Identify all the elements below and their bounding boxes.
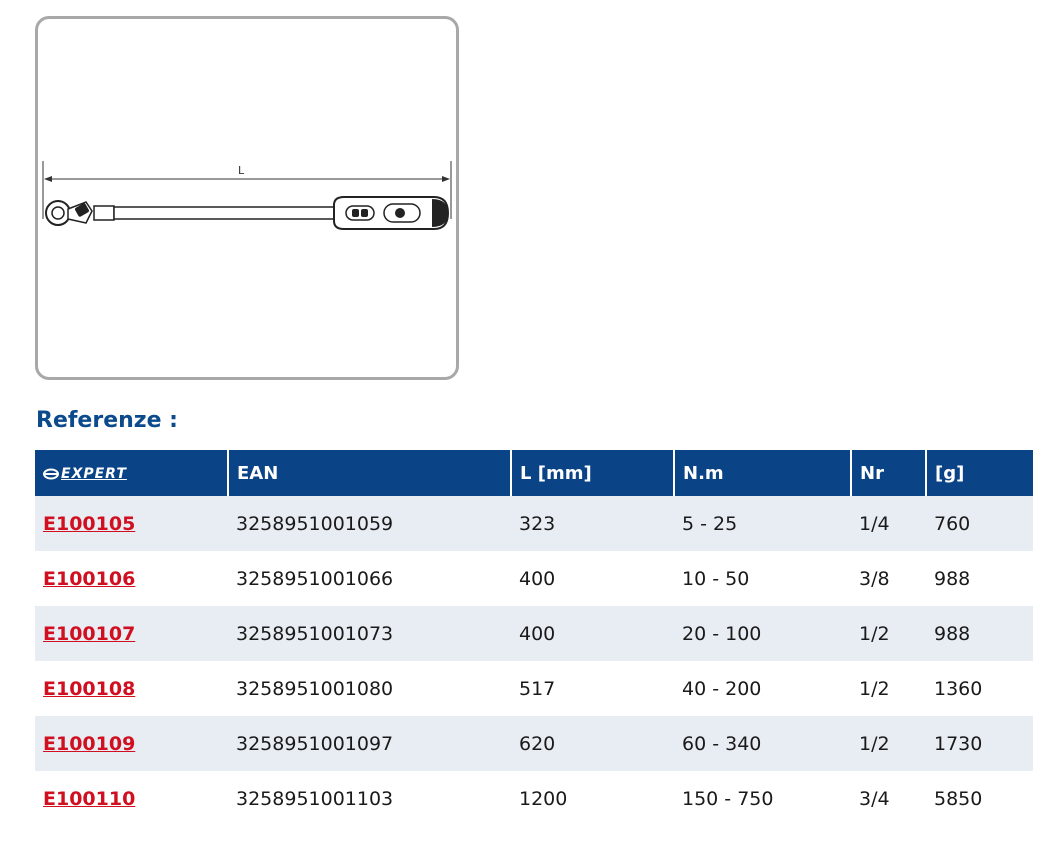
- cell-drive: 3/4: [851, 771, 926, 826]
- cell-torque: 150 - 750: [674, 771, 851, 826]
- cell-ean: 3258951001073: [228, 606, 511, 661]
- cell-ean: 3258951001059: [228, 496, 511, 551]
- reference-table: EXPERT EAN L [mm] N.m Nr [g] E100105 325…: [35, 450, 1033, 826]
- dimension-arrow-left: [44, 176, 52, 182]
- reference-link[interactable]: E100107: [43, 622, 136, 645]
- cell-weight: 5850: [926, 771, 1033, 826]
- table-header-row: EXPERT EAN L [mm] N.m Nr [g]: [35, 450, 1033, 496]
- handle-lock-left: [352, 209, 359, 217]
- dimension-arrow-right: [442, 176, 450, 182]
- cell-ref: E100109: [35, 716, 228, 771]
- cell-drive: 1/2: [851, 606, 926, 661]
- cell-length: 323: [511, 496, 674, 551]
- cell-ref: E100105: [35, 496, 228, 551]
- cell-ref: E100106: [35, 551, 228, 606]
- header-brand: EXPERT: [35, 450, 229, 496]
- ratchet-switch: [75, 203, 89, 217]
- reference-link[interactable]: E100106: [43, 567, 136, 590]
- reference-link[interactable]: E100110: [43, 787, 136, 810]
- header-weight: [g]: [926, 450, 1033, 496]
- cell-weight: 1360: [926, 661, 1033, 716]
- handle-lock-window: [345, 205, 375, 221]
- torque-wrench-drawing: L: [42, 161, 452, 230]
- cell-ean: 3258951001103: [228, 771, 511, 826]
- dimension-label: L: [238, 164, 245, 177]
- cell-drive: 1/2: [851, 661, 926, 716]
- cell-drive: 1/4: [851, 496, 926, 551]
- reference-link[interactable]: E100108: [43, 677, 136, 700]
- cell-torque: 60 - 340: [674, 716, 851, 771]
- cell-length: 400: [511, 551, 674, 606]
- header-torque: N.m: [674, 450, 852, 496]
- cell-ref: E100107: [35, 606, 228, 661]
- expert-logo-icon: [43, 468, 59, 479]
- wrench-collar: [93, 205, 115, 221]
- wrench-shaft: [113, 206, 335, 220]
- cell-length: 620: [511, 716, 674, 771]
- reference-link[interactable]: E100109: [43, 732, 136, 755]
- cell-weight: 988: [926, 551, 1033, 606]
- cell-ean: 3258951001066: [228, 551, 511, 606]
- handle-scale-knob: [395, 208, 405, 218]
- cell-torque: 5 - 25: [674, 496, 851, 551]
- table-row: E100108 3258951001080 517 40 - 200 1/2 1…: [35, 661, 1033, 716]
- header-drive: Nr: [851, 450, 927, 496]
- cell-torque: 20 - 100: [674, 606, 851, 661]
- cell-weight: 988: [926, 606, 1033, 661]
- brand-logo-text: EXPERT: [61, 465, 127, 482]
- ratchet-square: [51, 206, 65, 220]
- cell-weight: 760: [926, 496, 1033, 551]
- cell-weight: 1730: [926, 716, 1033, 771]
- cell-ref: E100108: [35, 661, 228, 716]
- cell-ean: 3258951001097: [228, 716, 511, 771]
- cell-torque: 40 - 200: [674, 661, 851, 716]
- cell-torque: 10 - 50: [674, 551, 851, 606]
- cell-length: 400: [511, 606, 674, 661]
- table-row: E100107 3258951001073 400 20 - 100 1/2 9…: [35, 606, 1033, 661]
- cell-length: 517: [511, 661, 674, 716]
- section-title: Referenze :: [36, 408, 178, 433]
- handle-end-cap: [432, 199, 448, 227]
- header-ean: EAN: [228, 450, 512, 496]
- cell-drive: 3/8: [851, 551, 926, 606]
- cell-ean: 3258951001080: [228, 661, 511, 716]
- cell-drive: 1/2: [851, 716, 926, 771]
- reference-link[interactable]: E100105: [43, 512, 136, 535]
- product-drawing-frame: L: [35, 16, 459, 380]
- cell-ref: E100110: [35, 771, 228, 826]
- table-row: E100106 3258951001066 400 10 - 50 3/8 98…: [35, 551, 1033, 606]
- cell-length: 1200: [511, 771, 674, 826]
- header-length: L [mm]: [511, 450, 675, 496]
- handle-lock-right: [361, 209, 368, 217]
- table-row: E100109 3258951001097 620 60 - 340 1/2 1…: [35, 716, 1033, 771]
- table-row: E100105 3258951001059 323 5 - 25 1/4 760: [35, 496, 1033, 551]
- table-row: E100110 3258951001103 1200 150 - 750 3/4…: [35, 771, 1033, 826]
